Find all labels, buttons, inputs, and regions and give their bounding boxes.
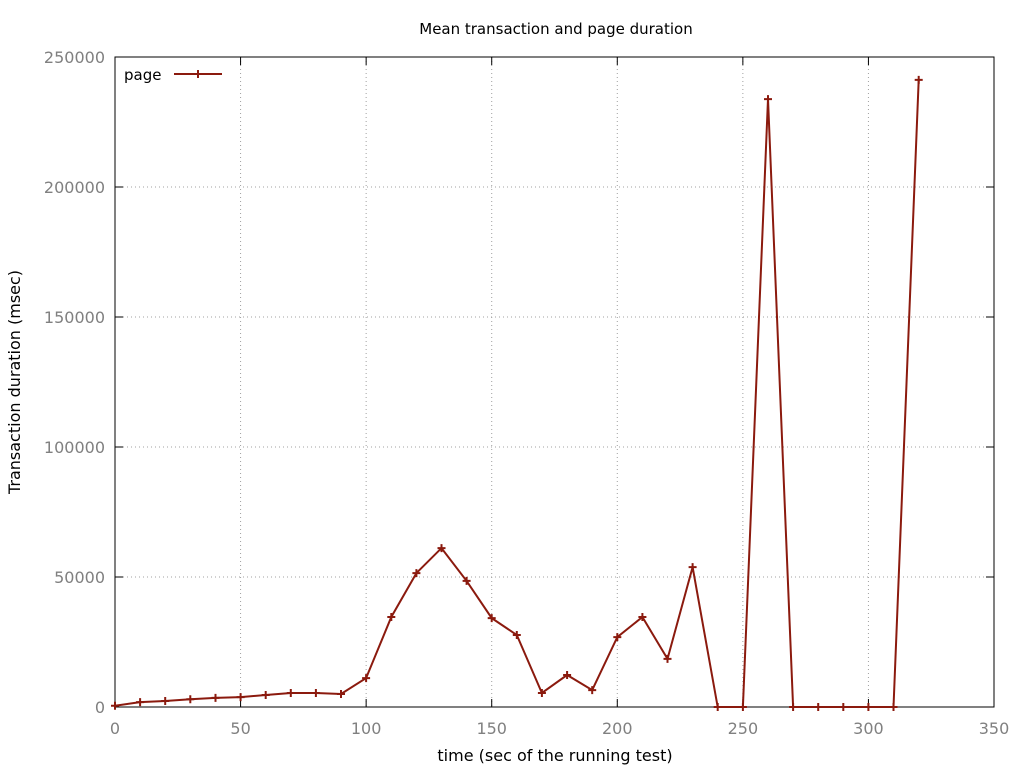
y-tick-label: 200000 <box>44 178 105 197</box>
data-point-marker <box>462 576 471 585</box>
legend-marker-page <box>194 70 202 78</box>
x-axis-label: time (sec of the running test) <box>437 746 672 765</box>
x-tick-label: 100 <box>351 719 382 738</box>
data-point-marker <box>839 703 848 711</box>
data-point-marker <box>889 703 898 711</box>
data-point-marker <box>738 703 747 711</box>
data-point-marker <box>789 703 798 711</box>
data-point-marker <box>337 690 345 698</box>
data-point-marker <box>814 703 823 711</box>
y-tick-label: 50000 <box>54 568 105 587</box>
data-point-marker <box>914 75 923 84</box>
data-point-marker <box>437 544 446 553</box>
data-point-marker <box>311 689 320 697</box>
data-point-marker <box>261 691 270 699</box>
series-line-page <box>114 79 920 708</box>
data-point-marker <box>613 633 622 642</box>
chart-title: Mean transaction and page duration <box>419 20 692 38</box>
x-tick-label: 50 <box>230 719 250 738</box>
data-point-marker <box>487 614 496 623</box>
y-tick-label: 0 <box>95 698 105 717</box>
y-tick-label: 150000 <box>44 308 105 327</box>
data-point-marker <box>713 703 722 711</box>
x-axis-ticks: 0 50 100 150 200 250 300 350 <box>110 57 1009 738</box>
data-point-marker <box>186 695 195 704</box>
data-point-marker <box>638 613 647 621</box>
data-point-marker <box>111 701 119 710</box>
data-point-marker <box>512 631 521 639</box>
data-point-marker <box>161 697 170 705</box>
data-point-marker <box>236 693 245 702</box>
series-group <box>111 75 923 711</box>
data-point-marker <box>387 613 396 621</box>
y-axis-label: Transaction duration (msec) <box>5 270 24 495</box>
data-point-marker <box>136 698 145 707</box>
plot-border <box>114 56 995 708</box>
x-tick-label: 150 <box>476 719 507 738</box>
legend-label-page: page <box>124 66 161 84</box>
data-point-marker <box>537 689 546 697</box>
x-tick-label: 300 <box>853 719 884 738</box>
y-axis-ticks: 0 50000 100000 150000 200000 250000 <box>44 48 994 717</box>
legend: page <box>124 66 222 84</box>
y-tick-label: 100000 <box>44 438 105 457</box>
x-tick-label: 200 <box>602 719 633 738</box>
x-tick-label: 350 <box>979 719 1010 738</box>
data-point-marker <box>362 674 371 683</box>
grid <box>115 57 994 707</box>
data-point-marker <box>764 95 772 104</box>
data-point-marker <box>412 569 421 578</box>
x-tick-label: 0 <box>110 719 120 738</box>
data-point-marker <box>588 686 597 695</box>
y-tick-label: 250000 <box>44 48 105 67</box>
x-tick-label: 250 <box>728 719 759 738</box>
data-point-marker <box>286 689 295 697</box>
data-point-marker <box>864 703 873 711</box>
data-point-marker <box>663 654 672 663</box>
data-point-marker <box>688 563 697 572</box>
data-point-marker <box>211 693 220 702</box>
data-point-marker <box>563 671 572 679</box>
